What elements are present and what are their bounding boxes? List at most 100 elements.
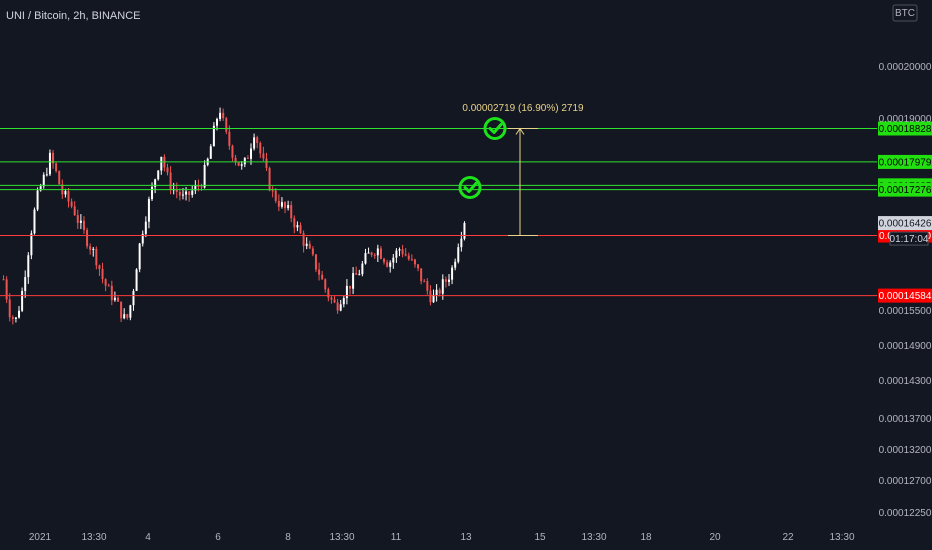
candle-body [95, 248, 98, 266]
last-price-label: 0.00016426 [879, 219, 932, 230]
candle-body [441, 279, 444, 294]
price-tag-label-2: 0.00017979 [879, 157, 932, 168]
candle-body [14, 317, 17, 319]
candle-body [113, 297, 116, 301]
candle-body [234, 157, 237, 162]
candle-body [67, 191, 70, 202]
candle-body [166, 167, 169, 173]
candle-body [342, 298, 345, 305]
x-tick-label: 20 [709, 532, 721, 543]
x-tick-label: 13:30 [581, 532, 606, 543]
candle-body [126, 314, 129, 318]
price-axis[interactable]: 0.00020000 0.00019000 0.00015500 0.00014900… [878, 62, 932, 519]
checkmark-icon-2 [458, 175, 482, 199]
candle-body [407, 255, 410, 260]
candle-body [460, 238, 463, 248]
y-tick-label: 0.00014900 [879, 341, 932, 352]
candle-body [42, 174, 45, 187]
price-tag-6 [878, 288, 932, 303]
candle-body [104, 279, 107, 286]
candle-body [355, 273, 358, 275]
candle-body [413, 259, 416, 265]
candle-body [222, 112, 225, 119]
time-axis[interactable]: 2021 13:30 4 6 8 13:30 11 13 15 13:30 18 20 22 13:30 [29, 532, 855, 543]
x-tick-label: 8 [285, 532, 291, 543]
candle-body [237, 161, 240, 166]
candle-body [308, 243, 311, 249]
candle-body [191, 190, 194, 195]
measure-arrow [515, 127, 525, 135]
candle-body [89, 246, 92, 250]
candle-body [336, 302, 339, 311]
candle-body [259, 142, 262, 154]
candle-body [243, 157, 246, 165]
candle-body [268, 168, 271, 191]
x-tick-label: 22 [782, 532, 794, 543]
candle-body [45, 174, 48, 176]
candle-body [117, 297, 119, 302]
candle-body [423, 281, 426, 283]
candle-body [447, 279, 450, 282]
candle-body [225, 118, 228, 132]
candle-body [324, 279, 327, 290]
candle-body [432, 294, 435, 303]
currency-button[interactable] [892, 4, 918, 22]
y-tick-label: 0.00012250 [879, 508, 932, 519]
x-tick-label: 13:30 [81, 532, 106, 543]
candle-body [64, 191, 67, 195]
candle-body [379, 248, 382, 259]
candle-body [392, 257, 395, 263]
measure-tool[interactable]: 0.00002719 (16.90%) 2719 [462, 103, 584, 237]
x-tick-label: 13 [460, 532, 472, 543]
countdown-box [889, 231, 929, 246]
candle-body [296, 225, 299, 228]
price-tag-label-4: 0.00017276 [879, 185, 932, 196]
candle-body [299, 225, 302, 234]
y-tick-label: 0.00019000 [879, 114, 932, 125]
candle-body [73, 206, 76, 216]
candle-body [200, 186, 203, 188]
candle-body [58, 171, 61, 185]
candle-body [147, 199, 150, 222]
candle-body [451, 267, 454, 280]
candle-body [178, 191, 181, 196]
candle-body [370, 252, 373, 255]
x-tick-label: 13:30 [329, 532, 354, 543]
y-tick-label: 0.00013700 [879, 414, 932, 425]
candle-body [82, 220, 85, 230]
candle-body [420, 268, 423, 282]
candle-body [219, 112, 222, 119]
candle-body [228, 131, 231, 146]
candle-body [107, 285, 110, 287]
price-tag-2 [878, 154, 932, 169]
candle-body [444, 279, 447, 282]
candle-body [352, 273, 355, 289]
candle-body [454, 261, 457, 268]
candle-body [86, 229, 89, 247]
candle-body [256, 137, 259, 143]
candle-body [101, 268, 104, 280]
x-tick-label: 11 [391, 532, 402, 543]
candle-body [30, 233, 33, 256]
x-tick-label: 6 [215, 532, 221, 543]
candle-body [36, 190, 39, 210]
candle-body [185, 191, 188, 195]
price-tag-label-6: 0.00014584 [879, 291, 932, 302]
candle-body [138, 243, 141, 270]
candle-body [129, 305, 132, 318]
price-tag-4 [878, 182, 932, 197]
candle-body [361, 263, 364, 275]
y-tick-label: 0.00015500 [879, 306, 932, 317]
candle-body [123, 314, 126, 319]
x-tick-label: 13:30 [829, 532, 854, 543]
candle-body [39, 186, 42, 191]
y-tick-label: 0.00012700 [879, 476, 932, 487]
candle-body [339, 304, 342, 311]
candle-body [463, 222, 466, 239]
candle-body [144, 221, 147, 234]
candle-body [70, 201, 73, 207]
price-tag-label-1: 0.00018828 [879, 124, 932, 135]
symbol-title: UNI / Bitcoin, 2h, BINANCE [6, 10, 141, 22]
